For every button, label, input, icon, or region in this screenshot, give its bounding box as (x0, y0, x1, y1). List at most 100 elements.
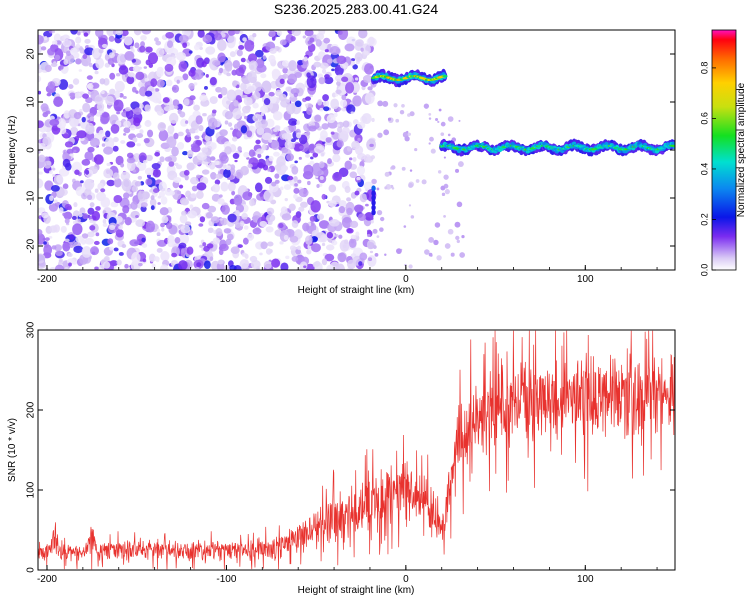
noise-blob (309, 94, 314, 98)
noise-blob (74, 169, 80, 175)
noise-blob (205, 46, 216, 55)
noise-blob (113, 194, 123, 204)
noise-blob (281, 213, 292, 221)
noise-blob (177, 131, 184, 137)
noise-blob (67, 252, 73, 257)
noise-blob (232, 80, 238, 87)
noise-blob (321, 123, 329, 130)
noise-blob (51, 62, 58, 68)
noise-blob (108, 224, 116, 231)
noise-blob (256, 148, 264, 155)
noise-blob (168, 161, 175, 167)
noise-blob (171, 84, 180, 93)
noise-blob (81, 158, 91, 166)
noise-blob (268, 138, 273, 143)
noise-blob (294, 100, 302, 108)
noise-blob (354, 190, 360, 196)
speckle (444, 243, 451, 249)
noise-blob (303, 265, 307, 269)
noise-blob (291, 256, 299, 262)
noise-blob (268, 155, 274, 162)
noise-blob (265, 248, 272, 255)
noise-blob (126, 141, 136, 148)
noise-blob (319, 176, 324, 180)
noise-blob (240, 165, 249, 176)
noise-blob (233, 100, 239, 107)
noise-blob (62, 158, 71, 168)
noise-blob (196, 152, 207, 161)
snr-y-ticks: 0 100 200 300 (26, 321, 675, 573)
noise-blob (128, 72, 135, 78)
noise-blob (85, 97, 93, 104)
noise-blob (302, 35, 307, 39)
noise-blob (187, 149, 194, 158)
noise-blob (246, 100, 253, 106)
noise-blob (213, 160, 220, 166)
noise-blob (169, 112, 179, 124)
noise-blob (341, 107, 347, 112)
noise-blob (338, 253, 343, 257)
speckle (376, 209, 383, 216)
noise-blob (321, 258, 328, 266)
noise-blob (53, 224, 60, 233)
noise-blob (355, 231, 360, 237)
noise-blob (38, 207, 46, 214)
noise-blob (354, 77, 359, 81)
noise-blob (75, 58, 82, 65)
noise-blob (352, 156, 357, 162)
noise-blob (241, 105, 251, 114)
noise-blob (193, 82, 198, 86)
noise-blob (338, 234, 343, 239)
speckle (434, 222, 441, 228)
noise-blob (268, 54, 276, 63)
noise-blob (123, 120, 131, 128)
noise-blob (227, 213, 237, 223)
noise-blob (108, 52, 115, 58)
noise-blob (182, 150, 188, 156)
y-tick-label: -20 (26, 238, 37, 253)
noise-blob (89, 219, 94, 224)
noise-blob (267, 241, 274, 247)
noise-blob (84, 188, 92, 197)
noise-blob (370, 155, 376, 160)
noise-blob (262, 55, 267, 60)
noise-blob (180, 224, 191, 234)
noise-blob (306, 249, 312, 255)
noise-blob (142, 258, 147, 263)
snr-frame (37, 329, 676, 571)
noise-blob (355, 39, 364, 47)
noise-blob (69, 92, 76, 98)
noise-blob (234, 123, 240, 130)
noise-blob (156, 247, 163, 253)
noise-blob (49, 170, 53, 175)
noise-blob (123, 127, 131, 134)
noise-blob (95, 232, 100, 237)
noise-blob (271, 181, 277, 187)
noise-blob (54, 264, 65, 270)
snr-background (38, 330, 675, 570)
noise-blob (102, 219, 107, 224)
spectrogram-x-label: Height of straight line (km) (298, 285, 415, 296)
noise-blob (352, 64, 358, 70)
noise-blob (256, 64, 267, 73)
noise-blob (58, 168, 70, 177)
noise-blob (94, 266, 99, 270)
noise-blob (84, 169, 90, 175)
noise-blob (159, 207, 169, 216)
speckle (438, 108, 442, 112)
noise-blob (243, 225, 249, 230)
noise-blob (56, 40, 61, 45)
noise-blob (354, 204, 364, 213)
noise-blob (331, 240, 338, 246)
noise-blob (346, 36, 357, 46)
speckle (404, 136, 410, 142)
speckle (457, 161, 464, 168)
noise-blob (58, 258, 64, 265)
noise-blob (278, 93, 287, 102)
noise-blob (356, 176, 361, 181)
noise-blob (88, 62, 93, 68)
noise-blob (302, 110, 306, 114)
noise-blob (129, 239, 140, 247)
noise-blob (366, 229, 372, 234)
